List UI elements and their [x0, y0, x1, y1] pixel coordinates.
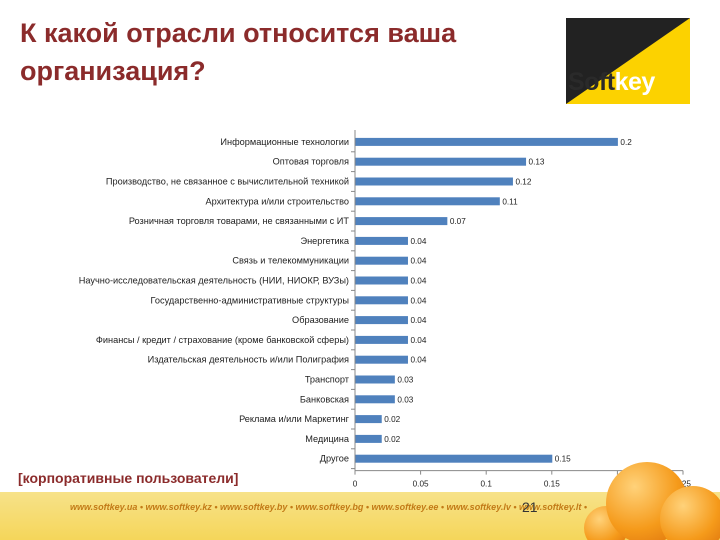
value-label: 0.12 [515, 178, 531, 187]
category-label: Транспорт [305, 375, 350, 385]
x-tick-label: 0 [353, 480, 358, 488]
value-label: 0.2 [620, 138, 632, 147]
bar-chart: Информационные технологии 0.2 Оптовая торг… [79, 130, 691, 488]
bar [355, 256, 408, 265]
bar [355, 355, 408, 364]
value-label: 0.03 [397, 376, 413, 385]
bar [355, 415, 382, 424]
bar [355, 434, 382, 443]
bar [355, 375, 395, 384]
value-label: 0.04 [410, 356, 426, 365]
category-label: Государственно-административные структур… [151, 295, 349, 305]
value-label: 0.04 [410, 316, 426, 325]
bar [355, 236, 408, 245]
bar [355, 217, 448, 226]
category-label: Оптовая торговля [273, 157, 349, 167]
category-label: Реклама и/или Маркетинг [239, 414, 350, 424]
category-label: Другое [320, 454, 349, 464]
page-title-line-1: К какой отрасли относится ваша [20, 18, 457, 48]
orange-decoration-medium [660, 486, 720, 540]
x-tick-label: 0.15 [544, 480, 560, 488]
category-label: Образование [292, 315, 349, 325]
value-label: 0.04 [410, 277, 426, 286]
value-label: 0.02 [384, 415, 400, 424]
category-label: Связь и телекоммуникации [232, 256, 349, 266]
bar [355, 454, 553, 463]
category-label: Медицина [305, 434, 350, 444]
logo-text-light: key [614, 68, 656, 96]
bar [355, 276, 408, 285]
bar [355, 137, 618, 146]
value-label: 0.04 [410, 257, 426, 266]
bar [355, 335, 408, 344]
category-label: Финансы / кредит / страхование (кроме ба… [96, 335, 349, 345]
category-label: Розничная торговля товарами, не связанны… [129, 216, 350, 226]
category-label: Архитектура и/или строительство [205, 196, 349, 206]
bar [355, 296, 408, 305]
category-label: Научно-исследовательская деятельность (Н… [79, 276, 349, 286]
value-label: 0.03 [397, 395, 413, 404]
bar [355, 157, 527, 166]
value-label: 0.15 [555, 455, 571, 464]
x-tick-label: 0.1 [481, 480, 493, 488]
value-label: 0.04 [410, 296, 426, 305]
category-label: Энергетика [300, 236, 349, 246]
softkey-logo: Softkey [566, 18, 690, 104]
bar [355, 316, 408, 325]
logo-text-dark: Soft [568, 68, 615, 96]
logo-triangle [566, 18, 690, 104]
page-number: 21 [522, 499, 538, 515]
value-label: 0.04 [410, 237, 426, 246]
bar [355, 177, 513, 186]
value-label: 0.02 [384, 435, 400, 444]
x-tick-label: 0.05 [413, 480, 429, 488]
logo-wordmark: Softkey [568, 68, 655, 97]
value-label: 0.07 [450, 217, 466, 226]
page-title-line-2: организация? [20, 56, 206, 86]
footer-links: www.softkey.ua • www.softkey.kz • www.so… [70, 502, 590, 512]
bar [355, 197, 500, 206]
category-label: Производство, не связанное с вычислитель… [106, 177, 349, 187]
category-label: Банковская [300, 394, 349, 404]
value-label: 0.13 [529, 158, 545, 167]
category-label: Информационные технологии [220, 137, 349, 147]
respondent-note: [корпоративные пользователи] [18, 470, 239, 486]
category-label: Издательская деятельность и/или Полиграф… [148, 355, 349, 365]
value-label: 0.04 [410, 336, 426, 345]
bar [355, 395, 395, 404]
value-label: 0.11 [502, 197, 518, 206]
page-title: К какой отрасли относится ваша организац… [20, 14, 560, 90]
